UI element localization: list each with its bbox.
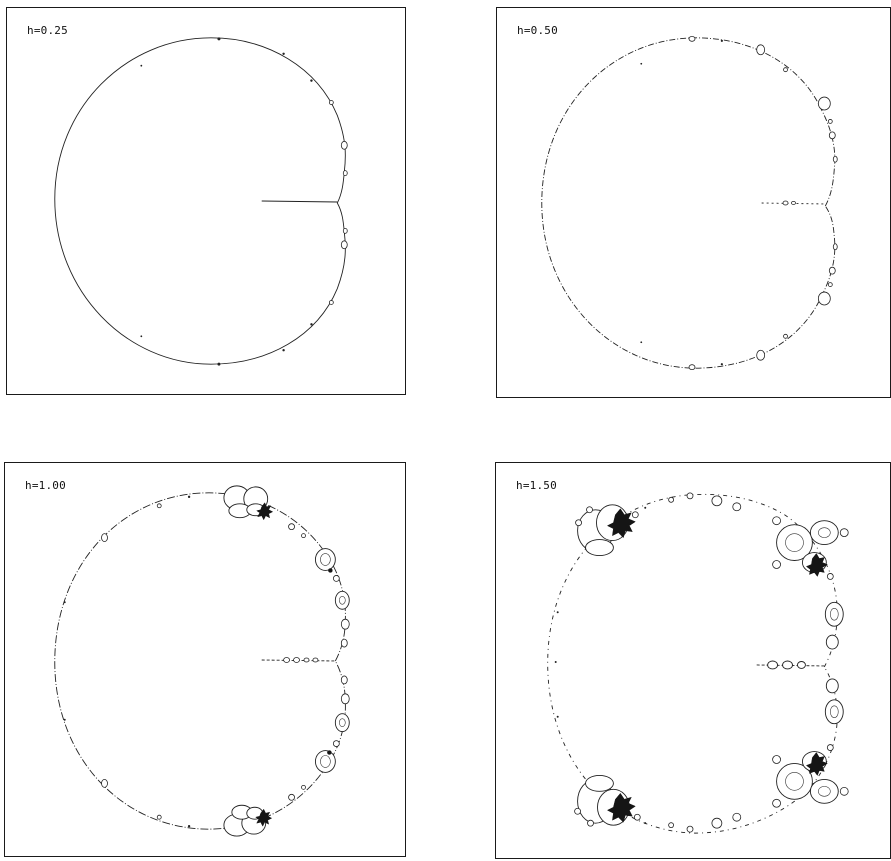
panel-label: h=1.50 xyxy=(516,479,557,492)
panel-label: h=1.00 xyxy=(25,479,66,492)
panel-h050: h=0.50 xyxy=(496,7,891,398)
large-bulb-top-left xyxy=(575,504,639,556)
mandelbrot-set-h100 xyxy=(54,485,350,837)
large-bulb-bottom xyxy=(223,804,273,837)
large-bulb-bottom-left xyxy=(574,774,641,827)
large-bulb-top xyxy=(223,485,274,521)
panel-label: h=0.25 xyxy=(27,24,68,37)
cluster-top-right xyxy=(668,492,849,580)
panel-h100: h=1.00 xyxy=(4,462,406,857)
mandelbrot-set-h150 xyxy=(547,492,849,834)
panel-h025: h=0.25 xyxy=(6,7,406,395)
panel-label: h=0.50 xyxy=(517,24,558,37)
panel-h150: h=1.50 xyxy=(495,462,891,859)
mandelbrot-set-h025 xyxy=(54,37,348,366)
mandelbrot-set-h050 xyxy=(541,35,838,371)
cluster-bottom-right xyxy=(668,744,849,833)
